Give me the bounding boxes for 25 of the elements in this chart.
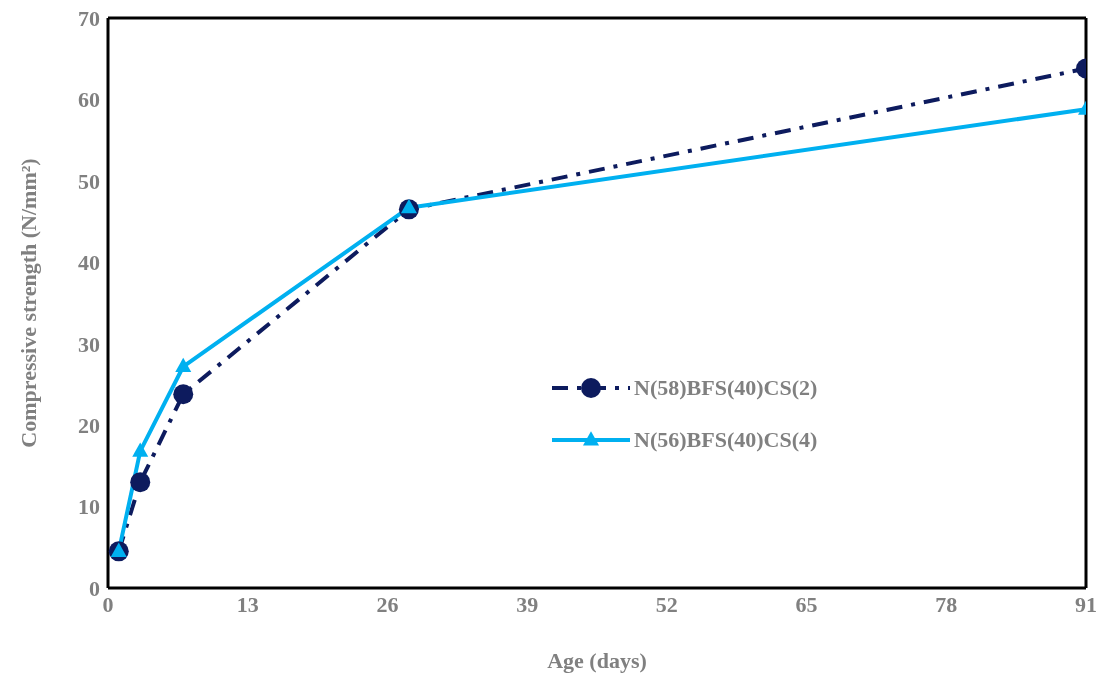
x-tick-label: 26: [376, 591, 399, 617]
y-tick-label: 20: [78, 412, 100, 438]
point: [400, 198, 417, 214]
legend-label: N(58)BFS(40)CS(2): [634, 375, 818, 401]
y-tick-label: 40: [78, 250, 100, 276]
x-tick-label: 39: [516, 591, 539, 617]
y-tick-label: 30: [78, 331, 100, 357]
y-tick-label: 70: [78, 5, 100, 31]
y-tick-label: 60: [78, 87, 100, 113]
point: [110, 542, 127, 557]
x-tick-label: 78: [935, 591, 958, 617]
point: [130, 472, 151, 493]
point: [173, 384, 194, 405]
x-tick-label: 13: [236, 591, 259, 617]
x-tick-label: 65: [795, 591, 818, 617]
x-tick-label: 91: [1075, 591, 1097, 617]
point: [132, 442, 149, 457]
y-tick-label: 0: [89, 575, 100, 601]
point: [175, 357, 192, 373]
legend-label: N(56)BFS(40)CS(4): [634, 427, 818, 453]
x-tick-label: 52: [655, 591, 678, 617]
y-tick-label: 10: [78, 494, 100, 520]
y-tick-label: 50: [78, 168, 100, 194]
y-axis-title: Compressive strength (N/mm²): [15, 158, 41, 448]
x-axis-title: Age (days): [547, 648, 647, 673]
